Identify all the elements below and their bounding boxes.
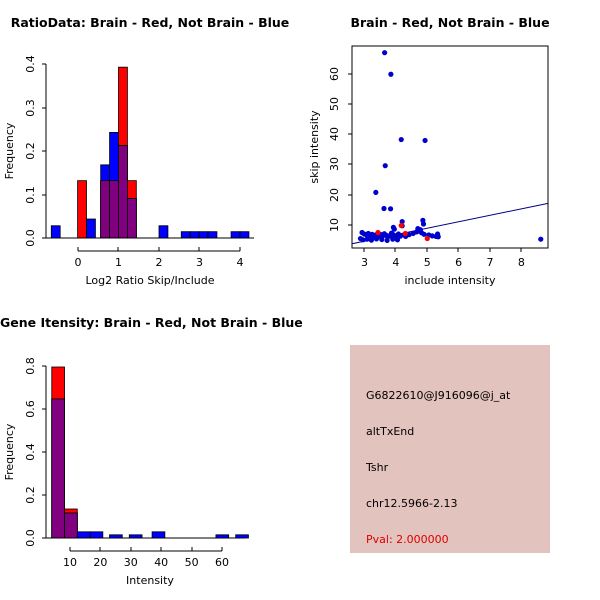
svg-text:10: 10 [63, 556, 77, 569]
svg-text:60: 60 [215, 556, 229, 569]
svg-text:1: 1 [115, 256, 122, 269]
svg-text:0.3: 0.3 [24, 99, 37, 117]
pval-text: Pval: 2.000000 [366, 533, 449, 546]
panel-intensity-scatter: Brain - Red, Not Brain - Blue 10 20 30 40 50… [300, 0, 600, 300]
scatter-data-points [357, 50, 544, 244]
ratio-histogram-svg: 0.0 0.1 0.2 0.3 0.4 0 1 2 3 4 Log2 Ratio Skip/In… [3, 55, 254, 287]
svg-text:40: 40 [154, 556, 168, 569]
gene-y-axis [42, 365, 47, 539]
svg-text:0: 0 [75, 256, 82, 269]
gene-x-axis-label: Intensity [126, 574, 174, 587]
locus-text: chr12.5966-2.13 [366, 497, 458, 510]
svg-text:0.4: 0.4 [24, 55, 37, 73]
scatter-x-axis [363, 248, 522, 252]
scatter-y-tick-labels: 10 20 30 40 50 60 [328, 67, 341, 232]
ratio-x-axis-label: Log2 Ratio Skip/Include [85, 274, 214, 287]
svg-text:7: 7 [486, 256, 493, 269]
svg-text:2: 2 [156, 256, 163, 269]
ratio-y-tick-labels: 0.0 0.1 0.2 0.3 0.4 [24, 55, 37, 247]
gene-x-tick-labels: 10 20 30 40 50 60 [63, 556, 229, 569]
svg-text:4: 4 [392, 256, 399, 269]
gene-histogram-svg: 0.0 0.2 0.4 0.6 0.8 10 20 30 40 50 60 Intensity F… [3, 357, 249, 587]
gene-histogram-bars [46, 366, 249, 539]
svg-text:10: 10 [328, 218, 341, 232]
svg-text:4: 4 [237, 256, 244, 269]
ratio-y-axis-label: Frequency [3, 122, 16, 179]
svg-text:50: 50 [328, 97, 341, 111]
svg-text:0.1: 0.1 [24, 186, 37, 204]
svg-text:20: 20 [328, 188, 341, 202]
scatter-y-axis [348, 73, 352, 226]
panel-gene-title: Gene Itensity: Brain - Red, Not Brain - … [0, 315, 303, 330]
scatter-x-axis-label: include intensity [404, 274, 496, 287]
svg-text:0.8: 0.8 [24, 357, 37, 375]
gene-x-axis [69, 547, 223, 552]
panel-gene-info: G6822610@J916096@j_at altTxEnd Tshr chr1… [300, 300, 600, 600]
svg-text:60: 60 [328, 67, 341, 81]
svg-text:0.0: 0.0 [24, 229, 37, 247]
svg-text:0.4: 0.4 [24, 443, 37, 461]
svg-text:8: 8 [518, 256, 525, 269]
scatter-plot-frame [351, 45, 549, 249]
gene-info-box: G6822610@J916096@j_at altTxEnd Tshr chr1… [350, 345, 550, 553]
svg-text:50: 50 [185, 556, 199, 569]
svg-text:6: 6 [455, 256, 462, 269]
scatter-x-tick-labels: 3 4 5 6 7 8 [361, 256, 525, 269]
ratio-y-axis [42, 63, 47, 239]
gene-y-axis-label: Frequency [3, 423, 16, 480]
event-type-text: altTxEnd [366, 425, 415, 438]
svg-text:0.2: 0.2 [24, 142, 37, 160]
svg-text:30: 30 [328, 157, 341, 171]
scatter-y-axis-label: skip intensity [308, 110, 321, 184]
svg-text:40: 40 [328, 127, 341, 141]
svg-text:0.0: 0.0 [24, 529, 37, 547]
panel-scatter-title: Brain - Red, Not Brain - Blue [350, 15, 550, 30]
scatter-plot-svg: 10 20 30 40 50 60 3 4 5 6 7 8 include intensity sk… [308, 45, 549, 287]
panel-ratio-histogram: RatioData: Brain - Red, Not Brain - Blue… [0, 0, 300, 300]
ratio-histogram-bars [46, 66, 254, 239]
svg-text:0.2: 0.2 [24, 486, 37, 504]
svg-text:3: 3 [196, 256, 203, 269]
svg-text:3: 3 [361, 256, 368, 269]
gene-symbol-text: Tshr [366, 461, 389, 474]
panel-ratio-title: RatioData: Brain - Red, Not Brain - Blue [10, 15, 290, 30]
svg-text:20: 20 [93, 556, 107, 569]
panel-gene-intensity-histogram: Gene Itensity: Brain - Red, Not Brain - … [0, 300, 303, 600]
probe-id-text: G6822610@J916096@j_at [366, 389, 511, 402]
gene-y-tick-labels: 0.0 0.2 0.4 0.6 0.8 [24, 357, 37, 547]
svg-text:5: 5 [424, 256, 431, 269]
ratio-x-axis [77, 247, 241, 252]
svg-text:0.6: 0.6 [24, 400, 37, 418]
svg-text:30: 30 [124, 556, 138, 569]
ratio-x-tick-labels: 0 1 2 3 4 [75, 256, 244, 269]
